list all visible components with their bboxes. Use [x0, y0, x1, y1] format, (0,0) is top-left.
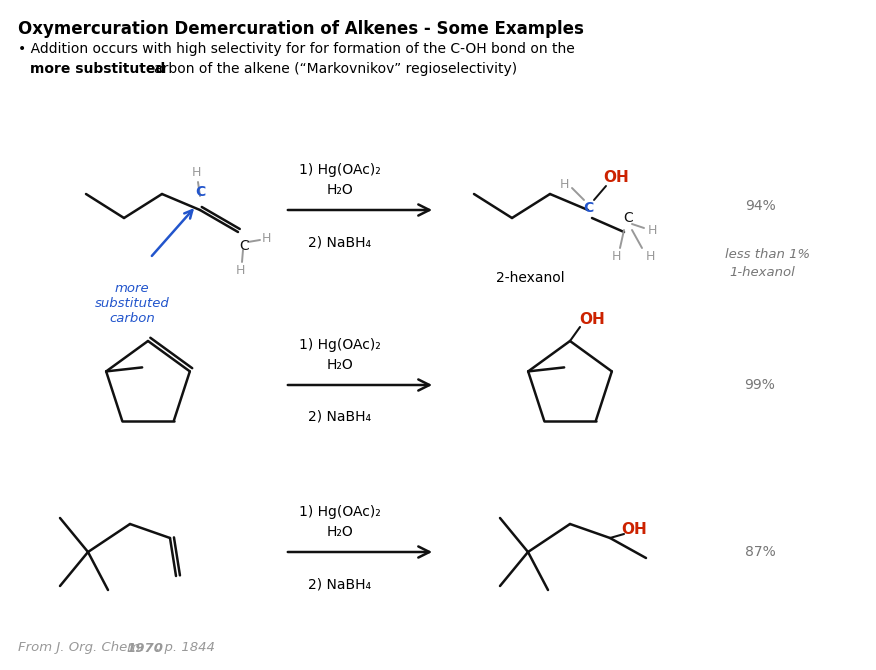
Text: • Addition occurs with high selectivity for for formation of the C-OH bond on th: • Addition occurs with high selectivity …: [18, 42, 575, 56]
Text: more substituted: more substituted: [30, 62, 166, 76]
Text: H₂O: H₂O: [327, 183, 353, 197]
Text: H: H: [647, 224, 657, 237]
Text: 2) NaBH₄: 2) NaBH₄: [308, 410, 371, 424]
Text: less than 1%: less than 1%: [725, 247, 810, 261]
Text: 1) Hg(OAc)₂: 1) Hg(OAc)₂: [299, 505, 381, 519]
Text: 1-hexanol: 1-hexanol: [729, 265, 795, 279]
Text: more
substituted
carbon: more substituted carbon: [95, 282, 169, 325]
Text: H: H: [236, 263, 244, 277]
Text: C: C: [583, 201, 593, 215]
Text: 87%: 87%: [745, 545, 775, 559]
Text: 94%: 94%: [745, 199, 775, 213]
Text: OH: OH: [621, 523, 646, 537]
Text: OH: OH: [603, 170, 629, 186]
Text: H₂O: H₂O: [327, 525, 353, 539]
Text: 2-hexanol: 2-hexanol: [496, 271, 564, 285]
Text: 99%: 99%: [745, 378, 775, 392]
Text: C: C: [239, 239, 249, 253]
Text: Oxymercuration Demercuration of Alkenes - Some Examples: Oxymercuration Demercuration of Alkenes …: [18, 20, 584, 38]
Text: H: H: [559, 178, 569, 190]
Text: carbon of the alkene (“Markovnikov” regioselectivity): carbon of the alkene (“Markovnikov” regi…: [142, 62, 517, 76]
Text: 2) NaBH₄: 2) NaBH₄: [308, 235, 371, 249]
Text: C: C: [194, 185, 205, 199]
Text: H: H: [191, 165, 201, 178]
Text: 2) NaBH₄: 2) NaBH₄: [308, 577, 371, 591]
Text: From J. Org. Chem.: From J. Org. Chem.: [18, 641, 149, 655]
Text: 1) Hg(OAc)₂: 1) Hg(OAc)₂: [299, 163, 381, 177]
Text: 1) Hg(OAc)₂: 1) Hg(OAc)₂: [299, 338, 381, 352]
Text: H₂O: H₂O: [327, 358, 353, 372]
Text: 1970: 1970: [126, 641, 163, 655]
Text: H: H: [611, 249, 621, 263]
Text: C: C: [623, 211, 632, 225]
Text: H: H: [646, 249, 654, 263]
Text: , p. 1844: , p. 1844: [156, 641, 215, 655]
Text: OH: OH: [579, 312, 604, 326]
Text: H: H: [261, 232, 271, 245]
